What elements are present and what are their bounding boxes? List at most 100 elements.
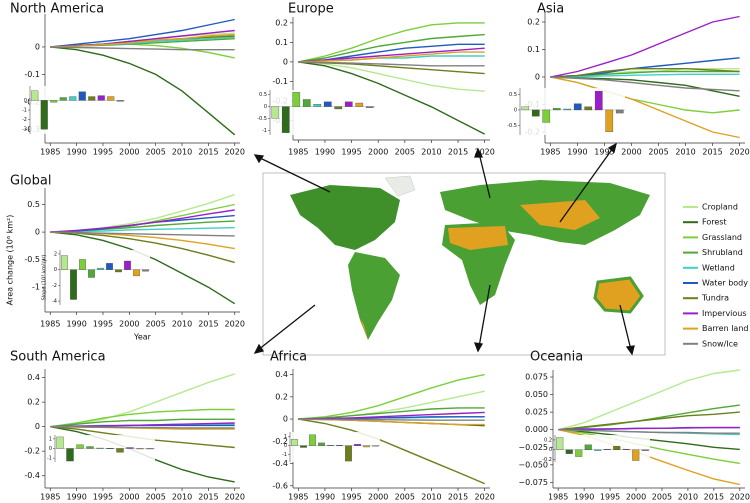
y-tick-label: -0.5 [24,255,40,264]
x-tick-label: 2005 [145,148,165,157]
x-tick-label: 2000 [119,148,139,157]
inset-bar [50,100,58,103]
inset-tick-label: -3 [22,127,27,133]
series-line [50,46,236,136]
x-tick-label: 1985 [40,320,60,329]
inset-bar [59,97,67,101]
x-tick-label: 2020 [474,493,494,502]
inset-tick-label: 0.5 [509,92,517,98]
inset-tick-label: -0.2 [542,457,552,463]
inset-bar [70,269,77,300]
x-tick-label: 1995 [93,320,113,329]
inset-chart: 0.2 0 -0.2 [542,435,650,463]
inset-bar [86,446,94,449]
inset-bar [292,92,301,107]
inset-bar [521,106,530,111]
line-panel: North America0-0.1-0.2-0.319851990199520… [10,2,245,157]
inset-bar [78,91,86,101]
x-tick-label: 2005 [145,320,165,329]
series-line [298,47,485,63]
x-tick-label: 2020 [225,148,245,157]
inset-bar [632,449,640,461]
inset-bar [115,269,122,273]
x-tick-label: 2015 [198,493,218,502]
inset-bar [336,445,343,446]
inset-bar [613,446,621,450]
panel-title: Asia [537,2,564,17]
inset-chart: 0 -1 -2 -3 [22,86,125,134]
line-panel: South America 0.4 0.2 0 -0.2 -0.4 1985 1990 1995… [10,350,245,502]
legend-label: Tundra [701,294,729,303]
inset-bar [116,100,124,102]
inset-bar [334,106,343,110]
series-line [50,46,235,51]
inset-tick-label: -4 [52,299,57,305]
x-tick-label: 2010 [678,493,698,502]
inset-bar [594,449,602,451]
panel-title: Global [10,174,51,189]
inset-bar [69,96,77,101]
y-tick-label: −0.050 [518,460,548,469]
inset-bar [573,103,582,111]
y-tick-label: 0.2 [27,398,40,407]
inset-bar [365,106,374,108]
inset-bar [136,448,144,450]
series-line [50,426,235,429]
series-line [550,68,740,78]
inset-bar [88,269,95,278]
y-tick-label: 0.000 [525,425,548,434]
y-tick-label: -0.1 [24,70,40,79]
inset-y-label: Slope (10³ km²/yr) [42,255,48,301]
y-tick-label: 0.2 [275,392,288,401]
inset-bar [281,106,290,133]
y-tick-label: 0 [535,73,540,82]
x-tick-label: 2010 [675,148,695,157]
inset-bar [603,449,611,450]
inset-bar [96,447,104,449]
x-tick-label: 1990 [567,148,587,157]
y-tick-label: 0.1 [527,45,540,54]
series-line [50,209,235,233]
x-tick-label: 2015 [198,320,218,329]
inset-bar [354,444,361,446]
series-line [298,373,485,420]
x-tick-label: 1990 [315,493,335,502]
series-line [550,15,740,78]
inset-bar [363,445,370,448]
arrows [253,142,635,356]
legend-label: Grassland [702,233,742,242]
series-line [550,76,740,139]
inset-bar [556,437,564,450]
inset-bar [313,104,322,107]
series-line [50,422,235,428]
legend-label: Forest [702,218,727,227]
y-tick-label: 0.050 [525,390,548,399]
y-tick-label: 0.2 [527,18,540,27]
y-tick-label: 0.2 [275,18,288,27]
y-tick-label: -0.2 [272,437,288,446]
y-tick-label: -0.1 [272,77,288,86]
legend-label: Wetland [702,263,735,272]
inset-bar [106,263,113,270]
series-line [298,51,485,63]
x-tick-label: 1995 [341,493,361,502]
legend-label: Impervious [702,309,747,318]
series-line [50,227,235,233]
inset-chart: 1 0 -1 [47,435,155,462]
inset-bar [142,269,149,272]
inset-bar [565,449,573,454]
x-tick-label: 1995 [341,148,361,157]
inset-bar [531,109,540,117]
x-tick-label: 1990 [66,148,86,157]
series-line [298,390,485,420]
y-tick-label: 0.5 [27,200,40,209]
inset-bar [76,444,84,449]
series-line [50,231,235,264]
inset-bar [372,445,379,447]
y-tick-label: 0 [35,422,40,431]
series-line [558,369,740,431]
inset-chart: 1 0 -1 [282,432,380,462]
x-tick-label: 2000 [621,148,641,157]
inset-bar [107,96,115,101]
